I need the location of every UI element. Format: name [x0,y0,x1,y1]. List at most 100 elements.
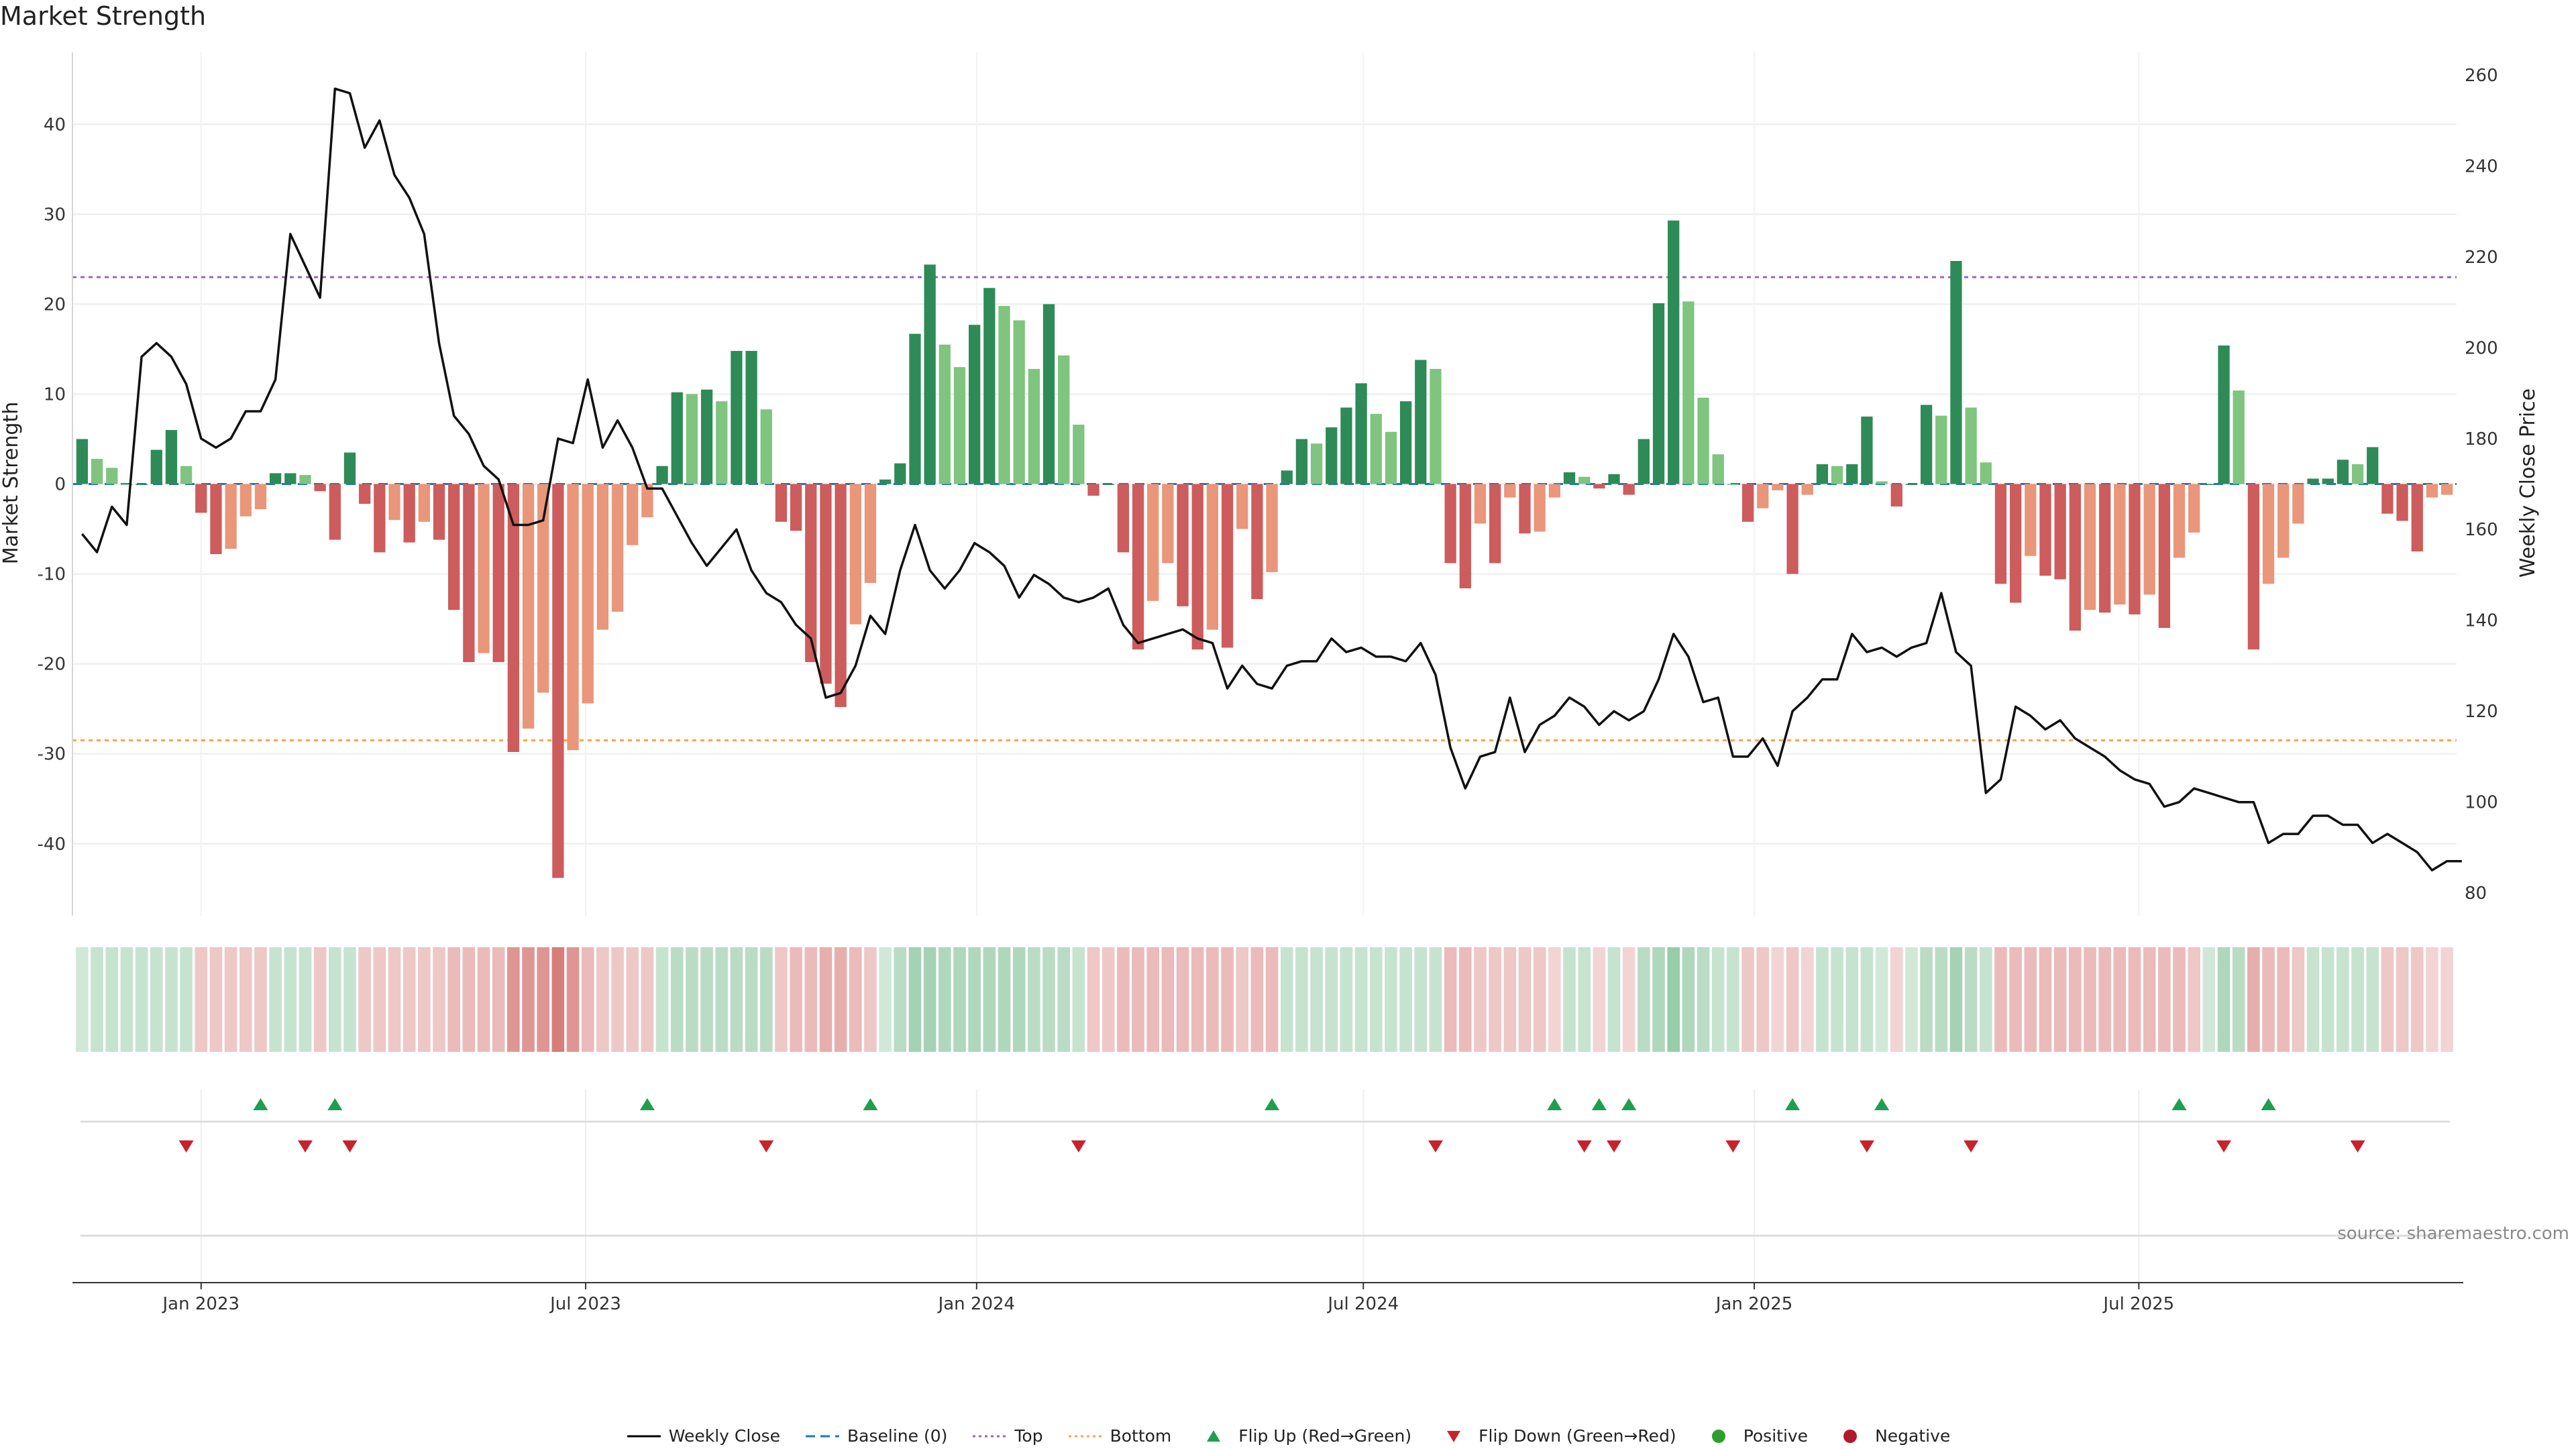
heat-cell [551,947,565,1052]
strength-bar [849,484,861,625]
heat-cell [1354,947,1368,1052]
heat-cell [2306,947,2320,1052]
flip-up-marker [639,1098,655,1110]
heat-cell [1964,947,1978,1052]
strength-bar [1073,425,1085,484]
strength-bar [596,484,609,630]
strength-bar [2307,478,2319,484]
y-right-tick-label: 200 [2465,338,2498,358]
axes: -40 -30 -20 -10 0 10 20 30 40 80 100 120 140 160 180 20… [38,52,2498,1314]
heat-cell [1444,947,1457,1052]
heat-cell [879,947,892,1052]
heat-cell [2188,947,2200,1052]
strength-bar [210,484,222,555]
heat-cell [254,947,267,1052]
y-right-tick-label: 260 [2465,66,2498,86]
source-note: source: sharemaestro.com [2337,1224,2569,1244]
heat-cell [2440,947,2453,1052]
heat-cell [76,947,89,1052]
strength-bar [165,430,178,484]
strength-bar [1682,301,1695,484]
strength-bar [1861,416,1873,484]
heat-cell [1816,947,1829,1052]
legend-label: Positive [1743,1426,1809,1446]
strength-bar [106,468,118,484]
flip-down-marker [2216,1140,2232,1152]
strength-bar [879,479,892,484]
strength-bar [2114,484,2126,605]
strength-bar [1727,484,1739,485]
strength-bar [1935,415,1947,484]
strength-bar [775,484,788,522]
strength-bar [448,484,460,610]
strength-bar [150,449,162,484]
strength-bar [1206,484,1219,630]
legend-label: Baseline (0) [847,1426,948,1446]
flip-down-marker [1607,1140,1622,1152]
y-right-tick-label: 220 [2465,248,2498,268]
strength-bar [1058,355,1070,484]
strength-bar [1147,484,1159,601]
strength-bar [2440,484,2453,495]
strength-bar [1295,439,1308,484]
heat-cell [566,947,580,1052]
heat-cell [2143,947,2156,1052]
strength-heatmap-strip [76,947,2453,1052]
heat-cell [1087,947,1100,1052]
strength-bar [1251,484,1263,600]
heat-cell [1771,947,1784,1052]
strength-bar [343,452,356,484]
heat-cell [998,947,1011,1052]
heat-cell [1206,947,1219,1052]
heat-cell [1503,947,1517,1052]
strength-bar [1281,470,1293,484]
legend-swatch [806,1435,840,1437]
heat-cell [1533,947,1546,1052]
strength-bar [403,484,415,543]
y-right-tick-label: 120 [2465,702,2498,722]
heat-cell [477,947,490,1052]
heat-cell [1622,947,1635,1052]
strength-bar [225,484,237,549]
heat-cell [165,947,178,1052]
heat-cell [1756,947,1770,1052]
strength-bar [953,367,966,484]
strength-bar [180,466,193,484]
legend-item: Top [971,1426,1043,1446]
heat-cell [150,947,163,1052]
heat-cell [1979,947,1992,1052]
heat-cell [135,947,148,1052]
flip-up-marker [863,1098,878,1110]
heat-cell [1949,947,1963,1052]
x-tick-label: Jul 2025 [2102,1294,2174,1314]
heat-cell [299,947,312,1052]
legend-swatch [1207,1430,1221,1442]
strength-bar [1117,484,1130,553]
strength-bar [582,484,594,704]
heat-cell [1652,947,1665,1052]
heat-cell [388,947,401,1052]
heat-cell [2410,947,2424,1052]
strength-bar [284,473,297,484]
strength-bar [1994,484,2007,584]
flip-down-marker [2350,1140,2365,1152]
strength-bar [2099,484,2111,613]
legend-label: Negative [1875,1426,1951,1446]
heat-cell [1489,947,1501,1052]
strength-bar [731,351,743,484]
heat-cell [462,947,476,1052]
heat-cell [1012,947,1026,1052]
legend: Weekly Close Baseline (0) Top Bottom Flip Up… [0,1426,2576,1449]
flip-markers-panel [80,1098,2450,1237]
heat-cell [2084,947,2096,1052]
strength-bar [1593,484,1605,489]
strength-bar [2381,484,2394,514]
strength-bar [299,475,311,484]
flip-up-marker [1265,1098,1280,1110]
strength-bar [1534,484,1546,532]
strength-bar [1816,464,1829,484]
strength-bar [2158,484,2170,628]
heat-cell [745,947,758,1052]
heat-cell [1994,947,2007,1052]
